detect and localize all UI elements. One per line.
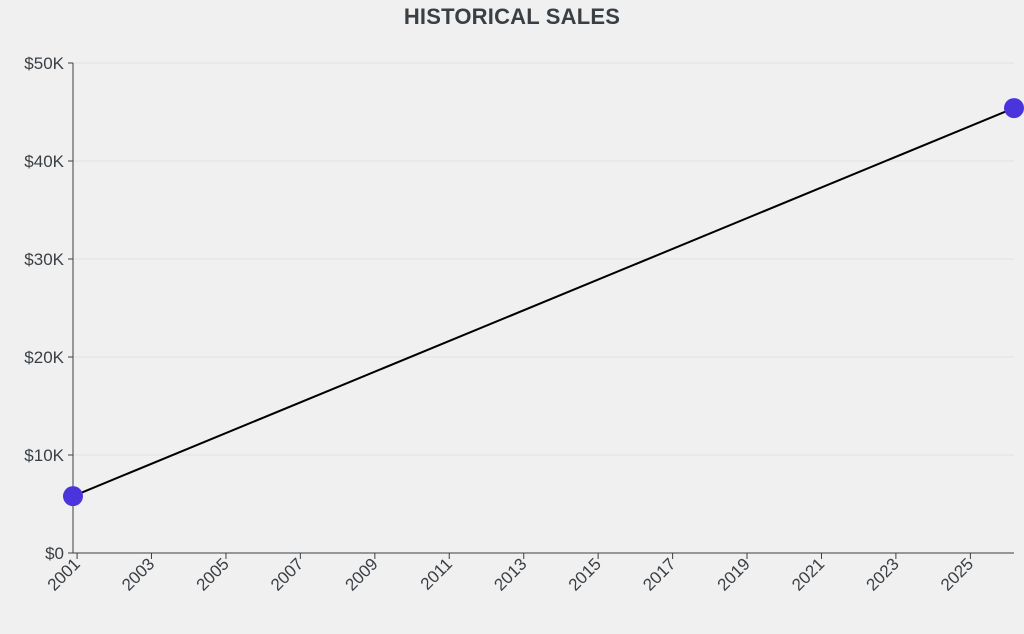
grid-lines — [73, 62, 1014, 456]
x-tick-label: 2015 — [565, 554, 605, 594]
x-tick-label: 2003 — [118, 554, 158, 594]
y-tick-label: $40K — [24, 152, 64, 171]
x-tick-label: 2007 — [267, 554, 307, 594]
y-tick-label: $10K — [24, 446, 64, 465]
axes — [72, 63, 1014, 554]
y-tick-label: $30K — [24, 250, 64, 269]
x-tick-label: 2005 — [193, 554, 233, 594]
chart-title: HISTORICAL SALES — [403, 4, 621, 29]
x-tick-label: 2023 — [863, 554, 903, 594]
x-tick-label: 2025 — [937, 554, 977, 594]
y-tick-label: $50K — [24, 54, 64, 73]
x-tick-label: 2021 — [788, 554, 828, 594]
series-line — [72, 107, 1015, 498]
y-tick-label: $0 — [45, 544, 64, 563]
y-axis-ticks: $0 $10K $20K $30K $40K $50K — [24, 54, 73, 563]
x-tick-label: 2017 — [639, 554, 679, 594]
series-layer — [63, 98, 1024, 507]
x-tick-label: 2009 — [341, 554, 381, 594]
x-tick-label: 2019 — [714, 554, 754, 594]
y-tick-label: $20K — [24, 348, 64, 367]
x-axis-ticks: 2001 2003 2005 2007 2009 2011 2013 2015 2017 2019… — [44, 553, 977, 595]
x-tick-label: 2013 — [490, 554, 530, 594]
data-point[interactable] — [1004, 98, 1024, 119]
data-point[interactable] — [63, 486, 83, 507]
x-tick-label: 2011 — [417, 554, 456, 593]
